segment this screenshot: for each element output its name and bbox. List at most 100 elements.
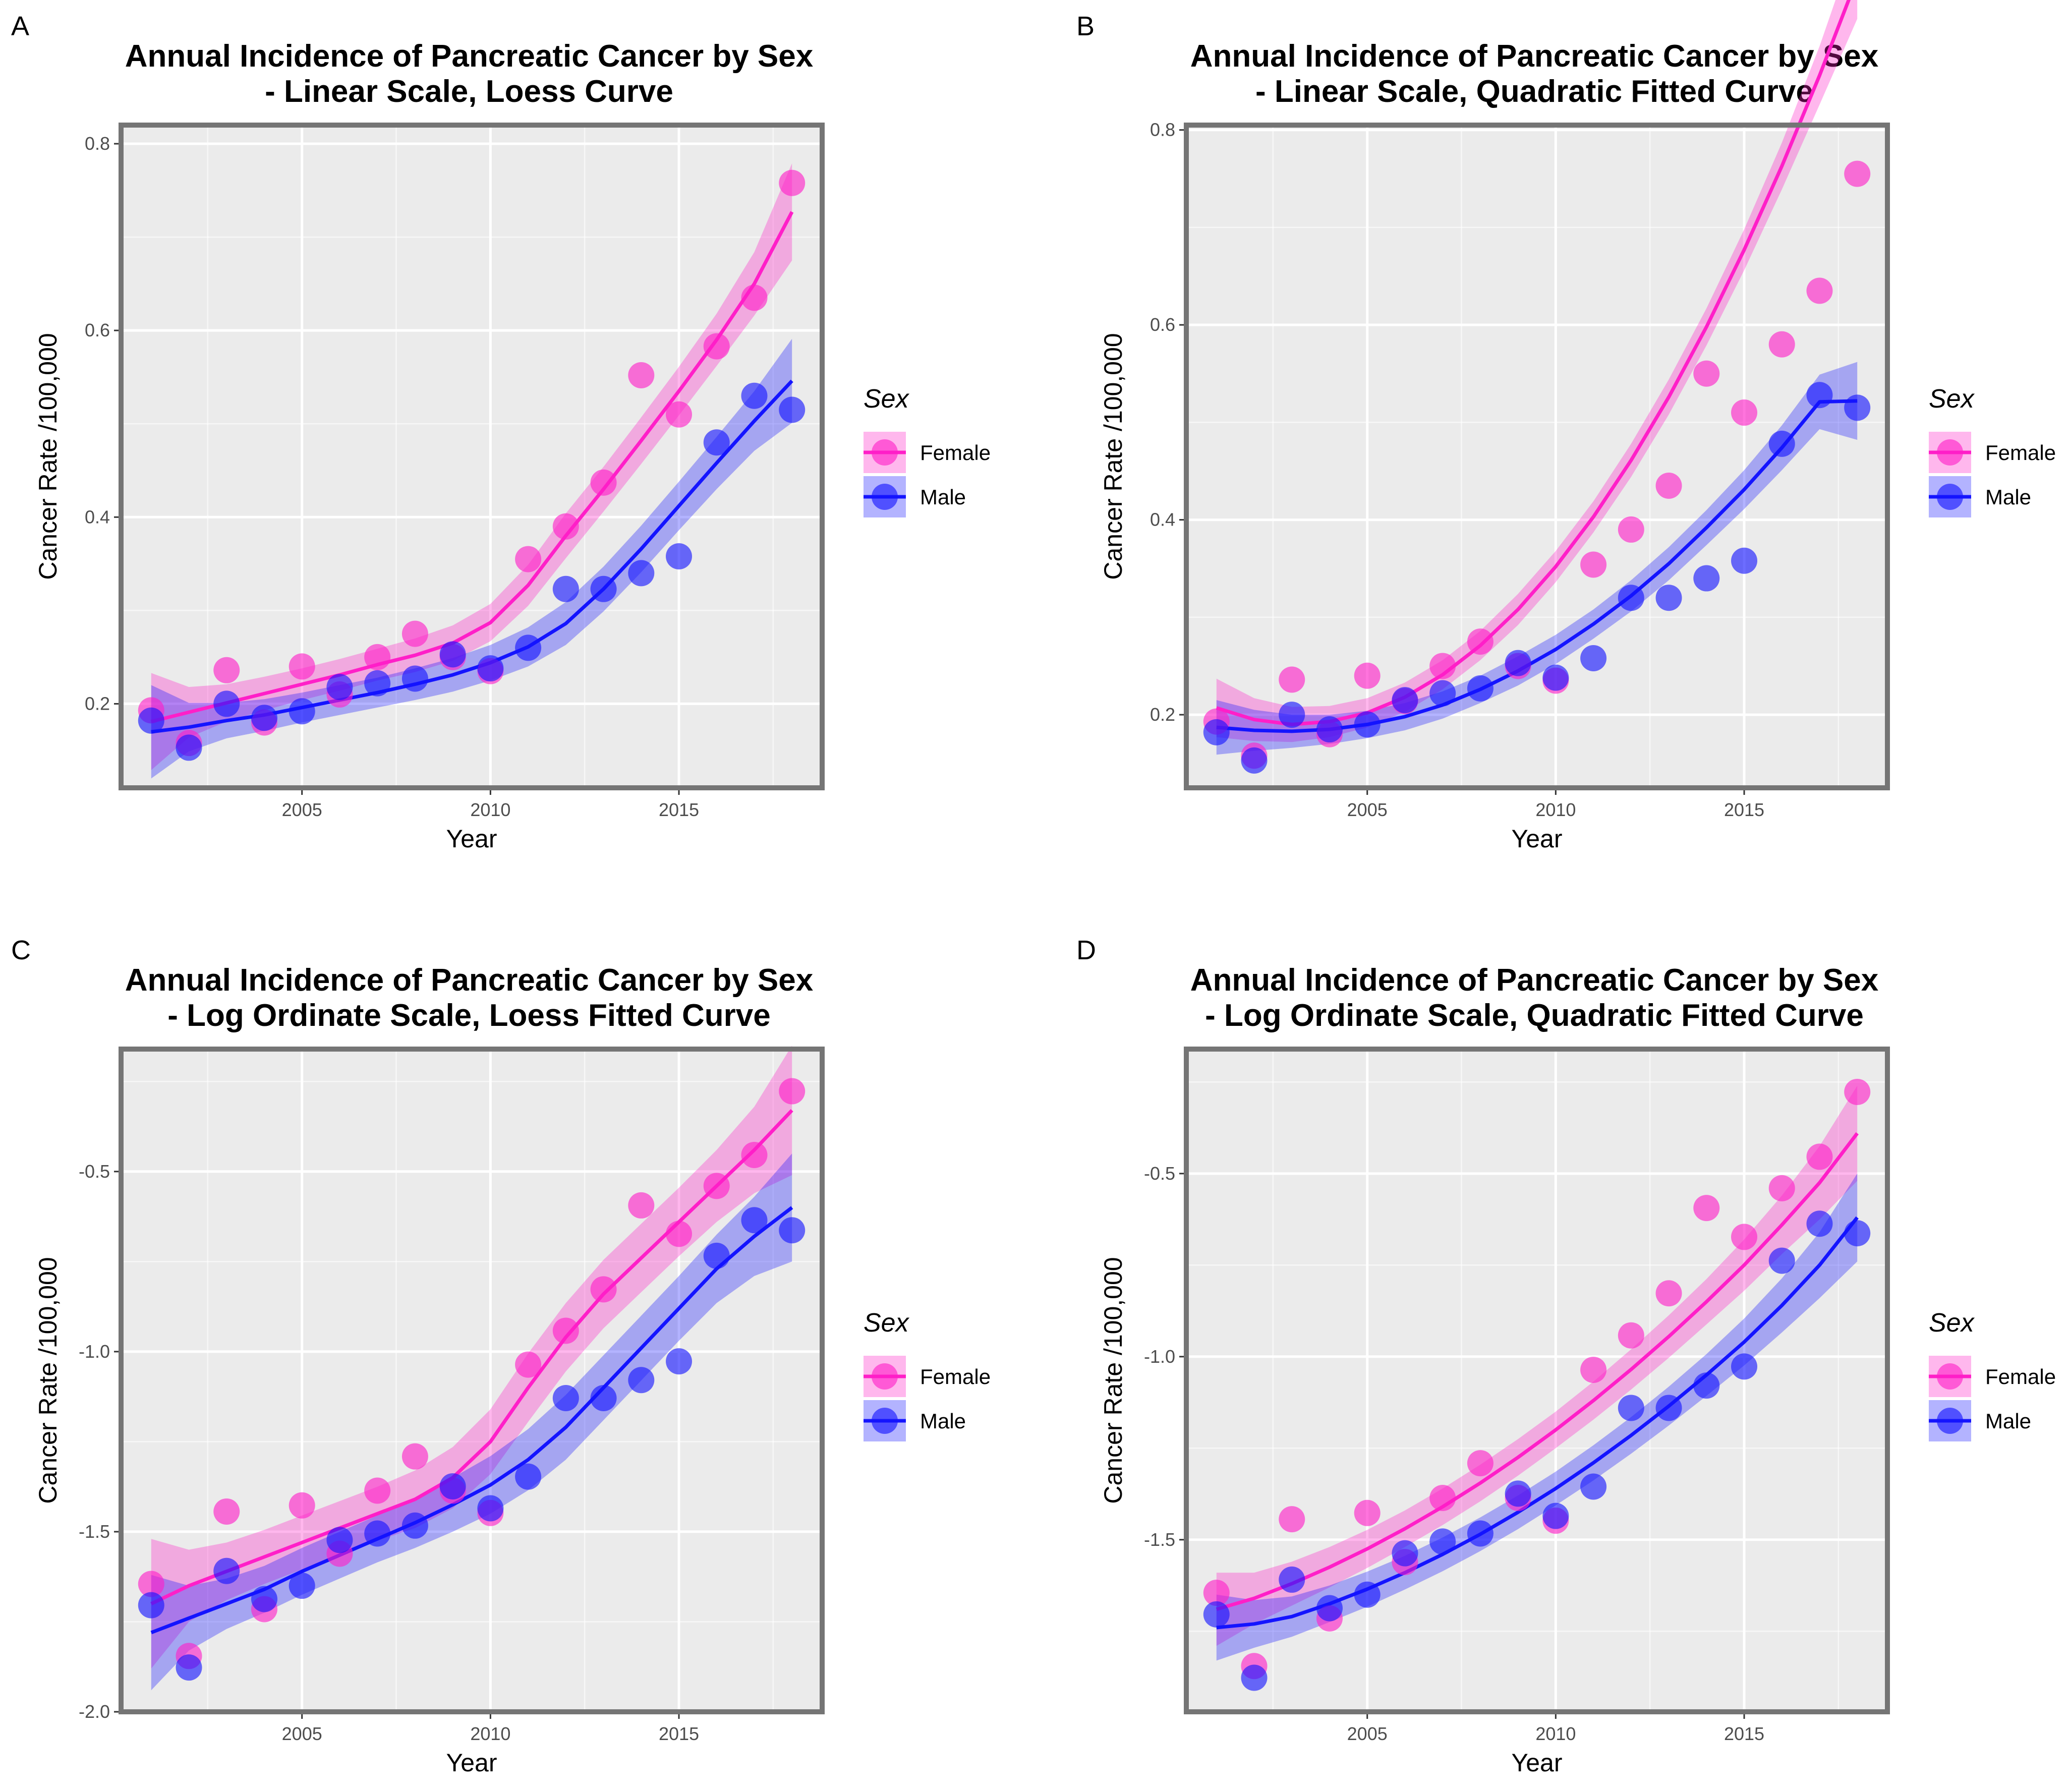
data-point-male — [1806, 1210, 1833, 1237]
data-point-male — [552, 1384, 579, 1411]
y-axis-title: Cancer Rate /100,000 — [34, 333, 62, 580]
data-point-female — [590, 469, 617, 496]
y-axis-title: Cancer Rate /100,000 — [1099, 1257, 1127, 1504]
data-point-male — [1316, 1595, 1343, 1622]
data-point-male — [364, 1520, 391, 1547]
data-point-female — [1731, 1224, 1758, 1250]
data-point-female — [1429, 1485, 1456, 1512]
data-point-female — [1279, 1506, 1305, 1533]
data-point-male — [703, 429, 730, 456]
confidence-band-male — [151, 1153, 792, 1691]
data-point-male — [552, 575, 579, 602]
x-tick-label: 2015 — [659, 1723, 699, 1744]
y-tick-label: -1.5 — [1144, 1529, 1175, 1550]
data-point-male — [251, 705, 277, 731]
data-point-female — [1768, 331, 1795, 358]
confidence-band-male — [1216, 1173, 1858, 1661]
data-point-male — [515, 1463, 542, 1490]
data-point-male — [1467, 1520, 1493, 1547]
data-point-female — [289, 653, 315, 680]
plot-background — [121, 1049, 822, 1712]
x-tick-label: 2010 — [1535, 799, 1576, 820]
y-tick-label: 0.4 — [85, 506, 110, 527]
plot-border — [1184, 1047, 1890, 1714]
chart-subtitle: - Linear Scale, Quadratic Fitted Curve — [1255, 74, 1813, 109]
data-point-male — [1203, 719, 1230, 745]
data-point-male — [1241, 747, 1268, 774]
data-point-male — [1844, 1220, 1871, 1247]
x-tick-label: 2010 — [470, 799, 510, 820]
data-point-male — [1731, 547, 1758, 574]
data-point-male — [1844, 394, 1871, 421]
plot-background — [121, 125, 822, 788]
data-point-male — [251, 1586, 277, 1612]
legend-label-male: Male — [1985, 485, 2031, 509]
data-point-male — [289, 1573, 315, 1599]
legend-key-point — [1937, 1408, 1963, 1434]
x-axis-title: Year — [1511, 1749, 1562, 1777]
data-point-male — [666, 1348, 693, 1375]
legend-key-point — [1937, 484, 1963, 510]
data-point-male — [1655, 585, 1682, 611]
confidence-band-female — [1216, 0, 1858, 742]
x-axis-title: Year — [1511, 825, 1562, 853]
data-point-male — [590, 575, 617, 602]
data-point-male — [1693, 565, 1720, 592]
legend-label-male: Male — [920, 1409, 966, 1433]
data-point-male — [138, 1592, 164, 1618]
data-point-male — [1580, 1473, 1607, 1500]
y-tick-label: -0.5 — [79, 1161, 110, 1182]
data-point-male — [364, 670, 391, 697]
y-tick-label: -1.5 — [79, 1521, 110, 1542]
data-point-female — [552, 513, 579, 540]
data-point-female — [289, 1492, 315, 1519]
data-point-male — [1693, 1372, 1720, 1399]
legend-key-point — [872, 1363, 898, 1390]
data-point-male — [326, 1527, 353, 1553]
data-point-male — [779, 1217, 806, 1244]
plot-border — [1184, 123, 1890, 790]
data-point-female — [1467, 1450, 1493, 1477]
data-point-male — [1768, 1247, 1795, 1274]
data-point-female — [1618, 1322, 1644, 1349]
data-point-female — [213, 657, 240, 683]
y-tick-label: 0.8 — [85, 133, 110, 154]
fitted-curve-female — [150, 1109, 793, 1605]
legend-key-point — [872, 1408, 898, 1434]
data-point-female — [1806, 1143, 1833, 1170]
data-point-male — [1241, 1664, 1268, 1691]
panel-c: C Annual Incidence of Pancreatic Cancer b… — [11, 935, 991, 1777]
y-tick-label: 0.6 — [1150, 314, 1175, 335]
data-point-male — [628, 560, 655, 587]
plot-background — [1186, 1049, 1887, 1712]
data-point-male — [628, 1367, 655, 1394]
data-point-male — [515, 634, 542, 661]
x-tick-label: 2005 — [282, 799, 322, 820]
data-point-male — [1354, 1581, 1381, 1608]
x-tick-label: 2005 — [1347, 1723, 1388, 1744]
data-point-female — [1731, 399, 1758, 426]
data-point-male — [401, 665, 428, 692]
data-point-male — [176, 1654, 202, 1681]
panel-letter: A — [11, 11, 29, 41]
data-point-male — [741, 382, 768, 409]
data-point-female — [213, 1498, 240, 1525]
data-point-male — [1542, 1502, 1569, 1529]
data-point-female — [1467, 628, 1493, 655]
data-point-male — [1354, 711, 1381, 738]
data-point-male — [1467, 675, 1493, 702]
data-point-male — [1580, 645, 1607, 671]
data-point-male — [439, 1473, 466, 1499]
y-tick-label: 0.4 — [1150, 509, 1175, 530]
x-tick-label: 2015 — [1724, 1723, 1764, 1744]
legend-key-point — [872, 484, 898, 510]
panel-letter: C — [11, 935, 31, 965]
data-point-female — [666, 401, 693, 428]
data-point-male — [1429, 680, 1456, 707]
data-point-male — [213, 1557, 240, 1584]
y-tick-label: -2.0 — [79, 1701, 110, 1722]
data-point-female — [138, 1571, 164, 1597]
data-point-female — [1693, 360, 1720, 387]
chart-title: Annual Incidence of Pancreatic Cancer by… — [1190, 39, 1879, 74]
